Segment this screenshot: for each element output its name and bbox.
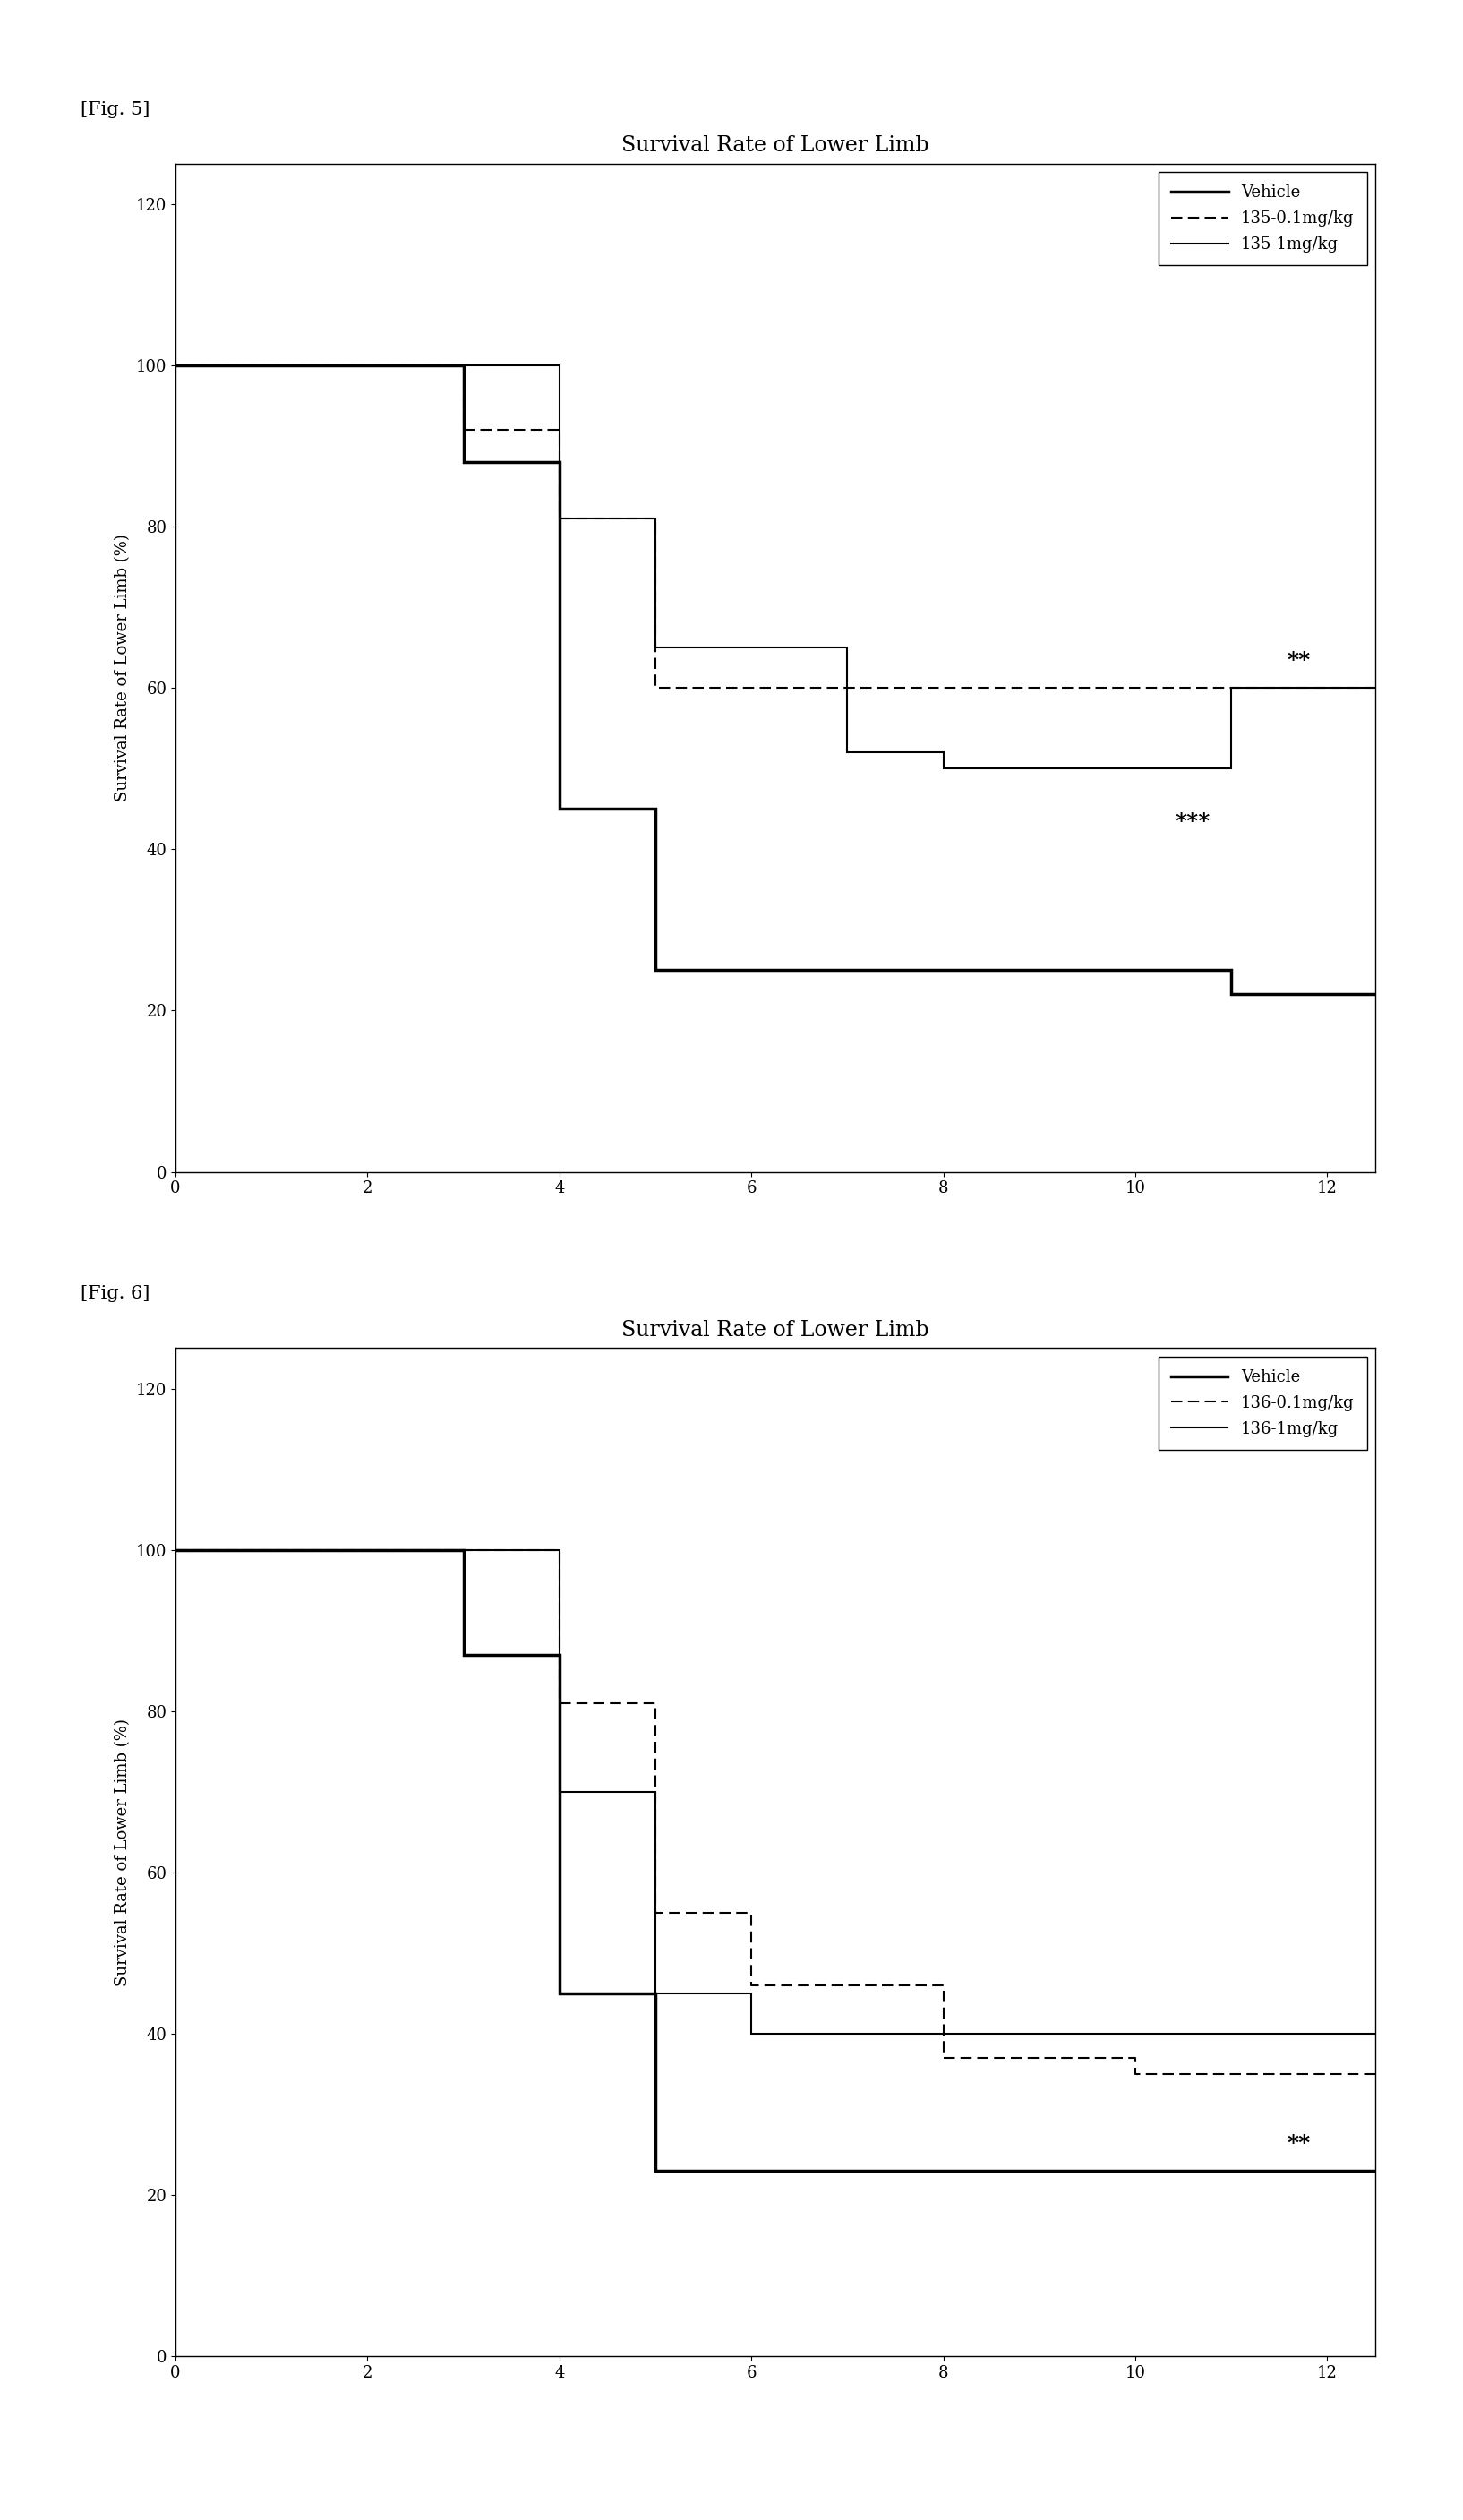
Text: **: **: [1286, 2132, 1311, 2155]
Text: [Fig. 6]: [Fig. 6]: [80, 1285, 149, 1303]
Text: ***: ***: [1175, 811, 1210, 834]
Text: **: **: [1286, 650, 1311, 673]
Legend: Vehicle, 135-0.1mg/kg, 135-1mg/kg: Vehicle, 135-0.1mg/kg, 135-1mg/kg: [1159, 171, 1366, 265]
Title: Survival Rate of Lower Limb: Survival Rate of Lower Limb: [622, 136, 929, 156]
Text: [Fig. 5]: [Fig. 5]: [80, 101, 149, 118]
Legend: Vehicle, 136-0.1mg/kg, 136-1mg/kg: Vehicle, 136-0.1mg/kg, 136-1mg/kg: [1159, 1356, 1366, 1449]
Title: Survival Rate of Lower Limb: Survival Rate of Lower Limb: [622, 1320, 929, 1341]
Y-axis label: Survival Rate of Lower Limb (%): Survival Rate of Lower Limb (%): [116, 534, 132, 801]
Y-axis label: Survival Rate of Lower Limb (%): Survival Rate of Lower Limb (%): [116, 1719, 132, 1986]
